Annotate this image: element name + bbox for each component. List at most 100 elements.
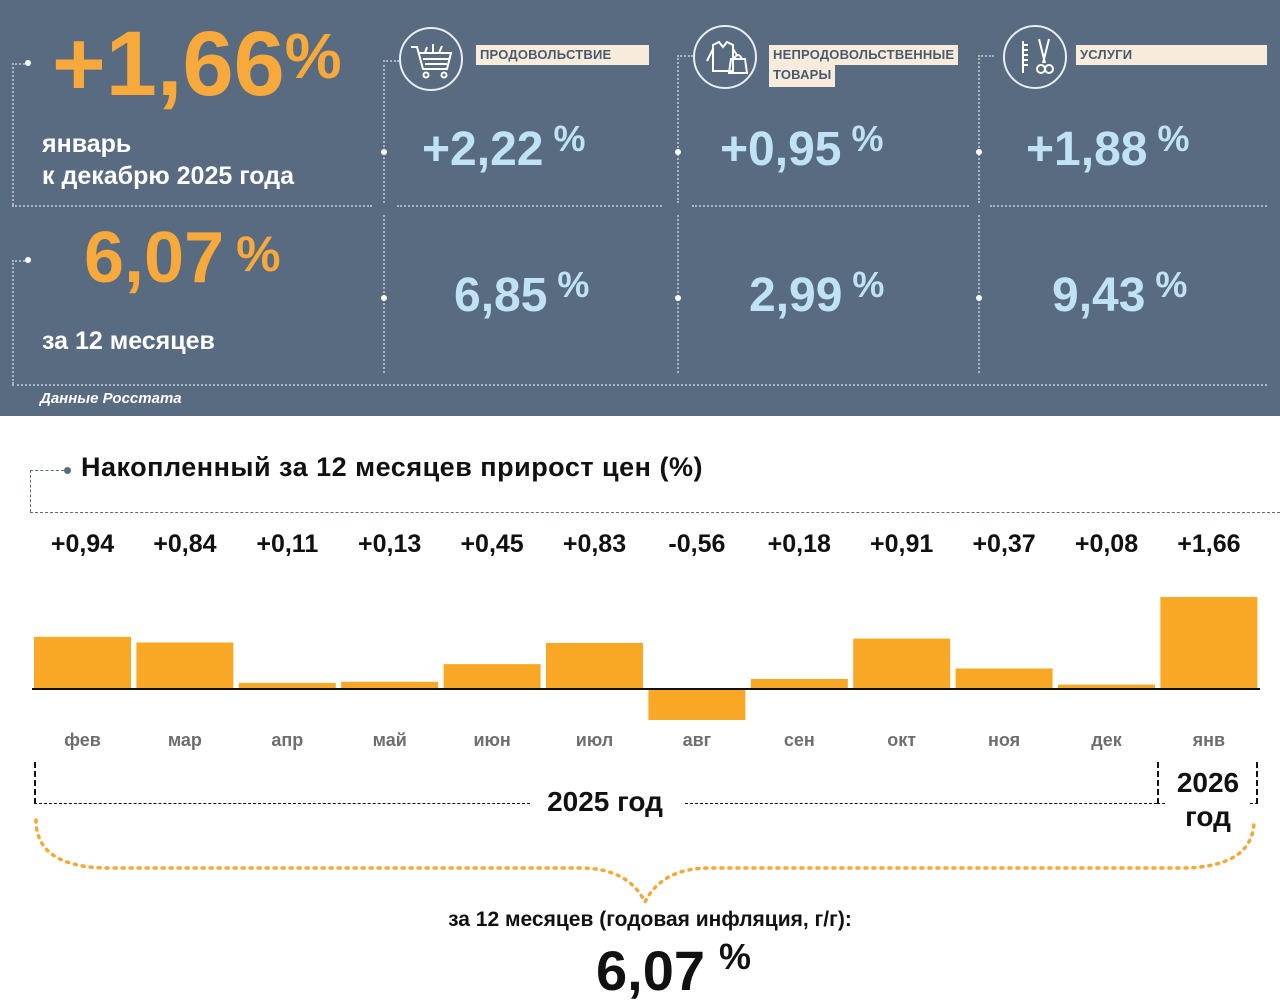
title-frame-line [30,512,1280,513]
bar-value-label: +0,91 [870,530,934,558]
month-label: авг [682,730,712,750]
bar-chart [32,597,1260,720]
bar-value-label: +0,84 [153,530,217,558]
year-bracket-line [1256,762,1258,804]
percent-sign: % [719,936,752,977]
bar-value-label: +0,37 [972,530,1036,558]
month-label: июн [473,730,511,750]
bar-июл [546,643,643,689]
annual-caption: за 12 месяцев [42,327,215,355]
frame-line [12,205,372,207]
frame-line [12,63,28,65]
title-frame-line [30,470,64,471]
bar-фев [34,636,131,689]
bar-май [341,681,439,689]
frame-line [978,215,980,373]
year-2026-line1: 2026 [1176,767,1240,798]
year-2025-label: 2025 год [547,786,663,817]
month-label: янв [1192,730,1226,750]
year-bracket-line [34,803,530,804]
month-label: окт [887,730,917,750]
year-2026-label: 2026 год [1160,766,1256,834]
month-label: июл [575,730,614,750]
frame-line [397,205,662,207]
nonfood-monthly-value: +0,95% [720,118,884,176]
bar-мар [136,642,234,689]
clothing-bag-icon [693,25,757,89]
bar-окт [853,638,951,689]
bullet-dot [976,295,982,301]
bar-value-label: -0,56 [668,530,726,558]
bullet-dot [381,295,387,301]
source-note: Данные Росстата [40,390,182,407]
bar-value-label: +0,08 [1074,530,1139,558]
bar-value-label: +0,94 [50,530,115,558]
bullet-dot [976,149,982,155]
frame-line [677,55,679,203]
percent-sign: % [284,20,342,92]
year-bracket-line [685,803,1157,804]
food-monthly-value: +2,22% [422,118,586,176]
bullet-dot [25,257,31,263]
monthly-inflation-value: +1,66% [52,13,342,115]
annual-inflation-value: 6,07% [84,218,281,298]
year-bracket-line [1250,803,1258,804]
shopping-cart-icon [399,27,463,91]
bar-value-label: +0,45 [460,530,524,558]
bar-дек [1058,684,1155,689]
percent-sign: % [236,226,281,282]
frame-line [677,215,679,373]
month-label: апр [271,730,304,750]
bullet-dot [64,467,71,474]
frame-line [383,215,385,373]
bar-value-label: +0,83 [562,530,627,558]
month-label: мар [167,730,202,750]
bar-янв [1160,597,1258,689]
month-label: ноя [988,730,1021,750]
bar-value-label: +0,13 [358,530,422,558]
frame-line [12,384,1267,386]
food-annual-value: 6,85% [454,264,590,322]
year-bracket-line [1157,803,1165,804]
frame-line [12,260,28,262]
percent-sign: % [852,264,885,305]
category-label-nonfood: НЕПРОДОВОЛЬСТВЕННЫЕ ТОВАРЫ [769,45,959,87]
title-frame-line [30,470,31,512]
services-annual-value: 9,43% [1052,264,1188,322]
percent-sign: % [553,118,586,159]
nonfood-annual-value: 2,99% [749,264,885,322]
annual-inflation-footer-value: 6,07% [596,936,752,1002]
frame-line [12,260,14,384]
month-label: май [372,730,407,750]
bar-сен [750,679,848,689]
annual-inflation-caption: за 12 месяцев (годовая инфляция, г/г): [448,908,852,931]
frame-line [692,205,969,207]
chart-title: Накопленный за 12 месяцев прирост цен (%… [81,452,703,482]
percent-sign: % [557,264,590,305]
bar-value-label: +1,66 [1177,530,1241,558]
services-monthly-value: +1,88% [1026,118,1190,176]
month-label: дек [1091,730,1122,750]
percent-sign: % [1157,118,1190,159]
percent-sign: % [851,118,884,159]
frame-line [978,55,994,57]
category-label-food: ПРОДОВОЛЬСТВИЕ [476,45,649,65]
frame-line [383,60,385,203]
year-bracket-line [1157,762,1159,804]
year-bracket-line [34,762,36,804]
bar-апр [238,682,336,689]
bar-авг [648,689,746,720]
month-label: фев [64,730,101,750]
year-2026-line2: год [1185,801,1231,832]
frame-line [677,55,693,57]
frame-line [978,55,980,203]
bar-июн [443,664,541,689]
inflation-summary-panel: +1,66% январь к декабрю 2025 года 6,07% … [0,0,1280,416]
bar-value-label: +0,11 [256,530,319,558]
frame-line [383,60,399,62]
monthly-caption-line1: январь [42,130,132,158]
month-label: сен [783,730,815,750]
bar-ноя [955,668,1053,689]
bullet-dot [675,295,681,301]
bullet-dot [675,149,681,155]
